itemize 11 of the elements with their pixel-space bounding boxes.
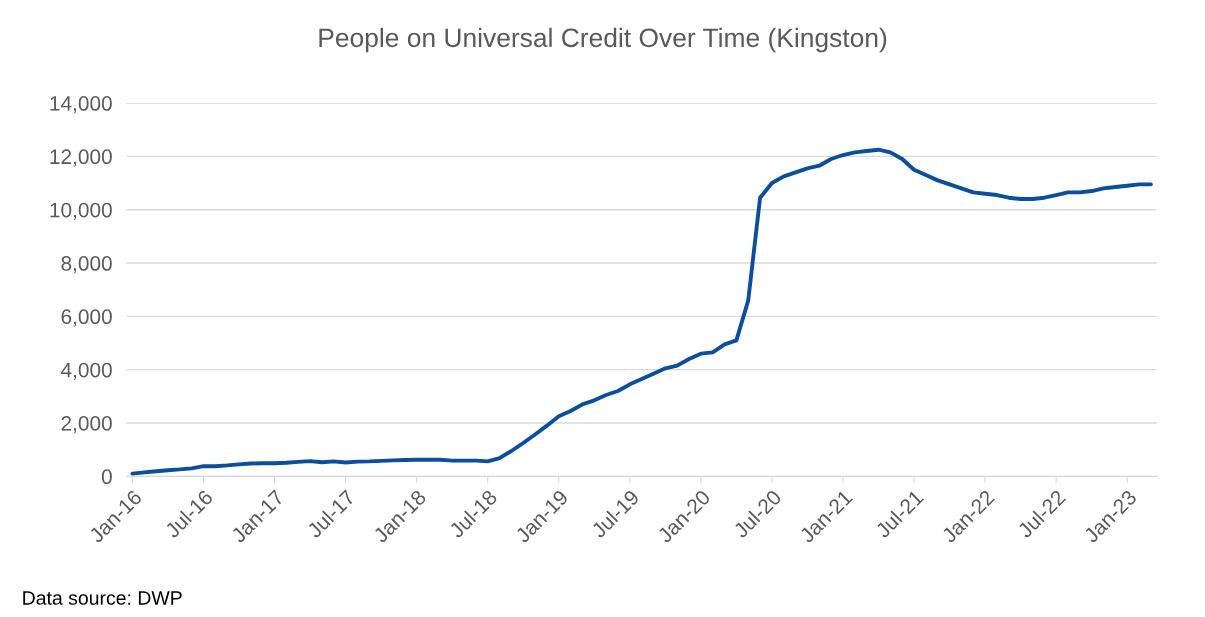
y-tick-label: 8,000 bbox=[61, 256, 112, 274]
y-tick-label: 12,000 bbox=[50, 149, 112, 167]
y-tick-label: 6,000 bbox=[61, 309, 112, 327]
y-tick-label: 4,000 bbox=[60, 362, 112, 380]
source-note: Data source: DWP bbox=[23, 591, 182, 605]
y-tick-label: 2,000 bbox=[61, 416, 112, 434]
y-tick-label: 10,000 bbox=[50, 202, 112, 220]
y-tick-label: 0 bbox=[101, 469, 112, 485]
y-tick-label: 14,000 bbox=[50, 96, 112, 114]
chart-title: People on Universal Credit Over Time (Kingston) bbox=[319, 27, 887, 53]
line-series bbox=[130, 147, 1153, 476]
